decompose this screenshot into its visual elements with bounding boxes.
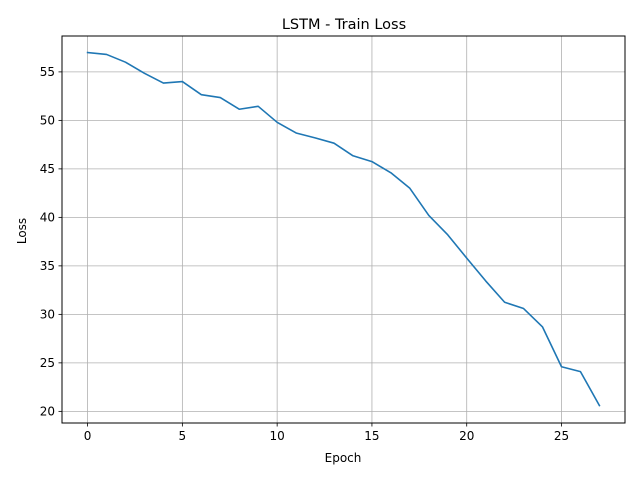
- series-layer: [86, 51, 601, 407]
- y-tick-label: 35: [40, 259, 55, 273]
- y-tick-label: 40: [40, 211, 55, 225]
- loss-series-line: [86, 51, 601, 407]
- grid: [62, 36, 625, 423]
- x-tick-label: 25: [554, 429, 569, 443]
- y-axis-label: Loss: [15, 218, 29, 244]
- x-tick-label: 5: [179, 429, 187, 443]
- y-tick-label: 30: [40, 308, 55, 322]
- chart-title: LSTM - Train Loss: [282, 17, 406, 33]
- x-tick-label: 10: [270, 429, 285, 443]
- x-tick-label: 0: [84, 429, 92, 443]
- y-tick-label: 20: [40, 405, 55, 419]
- x-axis-ticks: 0 5 10 15 20 25: [84, 423, 569, 443]
- x-tick-label: 20: [459, 429, 474, 443]
- y-tick-label: 25: [40, 356, 55, 370]
- y-tick-label: 55: [40, 65, 55, 79]
- y-tick-label: 50: [40, 114, 55, 128]
- y-axis-ticks: 20 25 30 35 40 45 50 55: [40, 65, 62, 419]
- plot-frame: [61, 35, 626, 424]
- x-axis-label: Epoch: [325, 451, 362, 465]
- x-tick-label: 15: [364, 429, 379, 443]
- y-tick-label: 45: [40, 162, 55, 176]
